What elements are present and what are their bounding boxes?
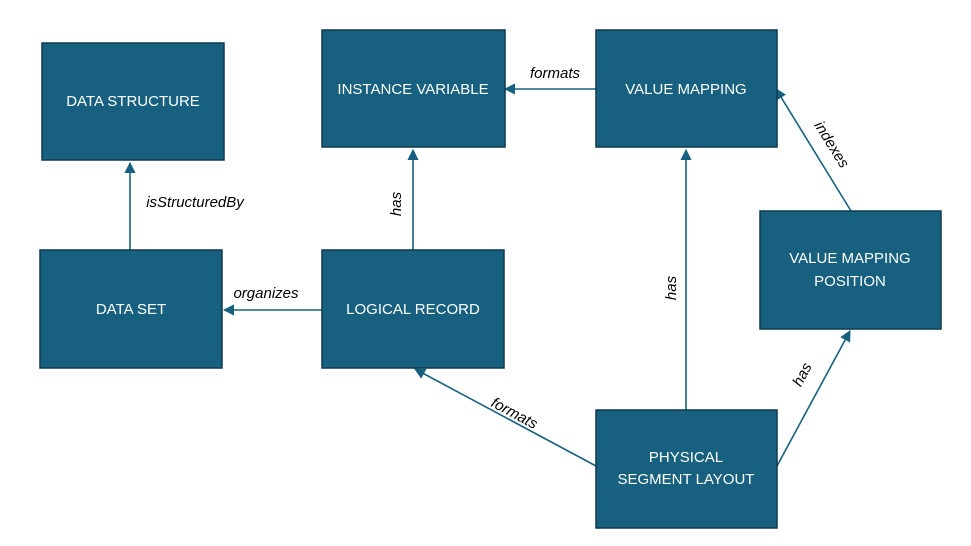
- node-value-mapping-position: VALUE MAPPING POSITION: [759, 210, 942, 330]
- label-organizes: organizes: [233, 285, 299, 302]
- node-instance-variable: INSTANCE VARIABLE: [321, 29, 506, 148]
- node-physical-segment-layout-label-1: PHYSICAL: [649, 449, 723, 466]
- edge-indexes: [775, 88, 852, 212]
- label-is-structured-by: isStructuredBy: [146, 194, 245, 211]
- label-psl-has-vmp: has: [789, 360, 816, 390]
- label-indexes: indexes: [811, 118, 853, 171]
- node-physical-segment-layout-label-2: SEGMENT LAYOUT: [618, 471, 755, 488]
- edge-psl-has-vmp: [776, 330, 851, 467]
- label-psl-has-vm: has: [663, 275, 680, 300]
- label-vm-formats-iv: formats: [530, 65, 581, 82]
- edge-psl-formats-lr: [414, 368, 597, 467]
- node-data-set: DATA SET: [39, 249, 223, 369]
- label-lr-has-iv: has: [388, 191, 405, 216]
- node-value-mapping-position-label-1: VALUE MAPPING: [789, 250, 910, 267]
- node-data-structure: DATA STRUCTURE: [41, 42, 225, 161]
- node-logical-record: LOGICAL RECORD: [321, 249, 505, 369]
- node-value-mapping-position-label-2: POSITION: [814, 273, 886, 290]
- node-physical-segment-layout: PHYSICAL SEGMENT LAYOUT: [595, 409, 778, 529]
- node-value-mapping: VALUE MAPPING: [595, 29, 778, 148]
- node-logical-record-label: LOGICAL RECORD: [346, 301, 480, 318]
- node-value-mapping-label: VALUE MAPPING: [625, 81, 746, 98]
- label-psl-formats-lr: formats: [488, 394, 541, 433]
- node-data-set-label: DATA SET: [96, 301, 166, 318]
- node-data-structure-label: DATA STRUCTURE: [66, 93, 200, 110]
- node-instance-variable-label: INSTANCE VARIABLE: [337, 81, 488, 98]
